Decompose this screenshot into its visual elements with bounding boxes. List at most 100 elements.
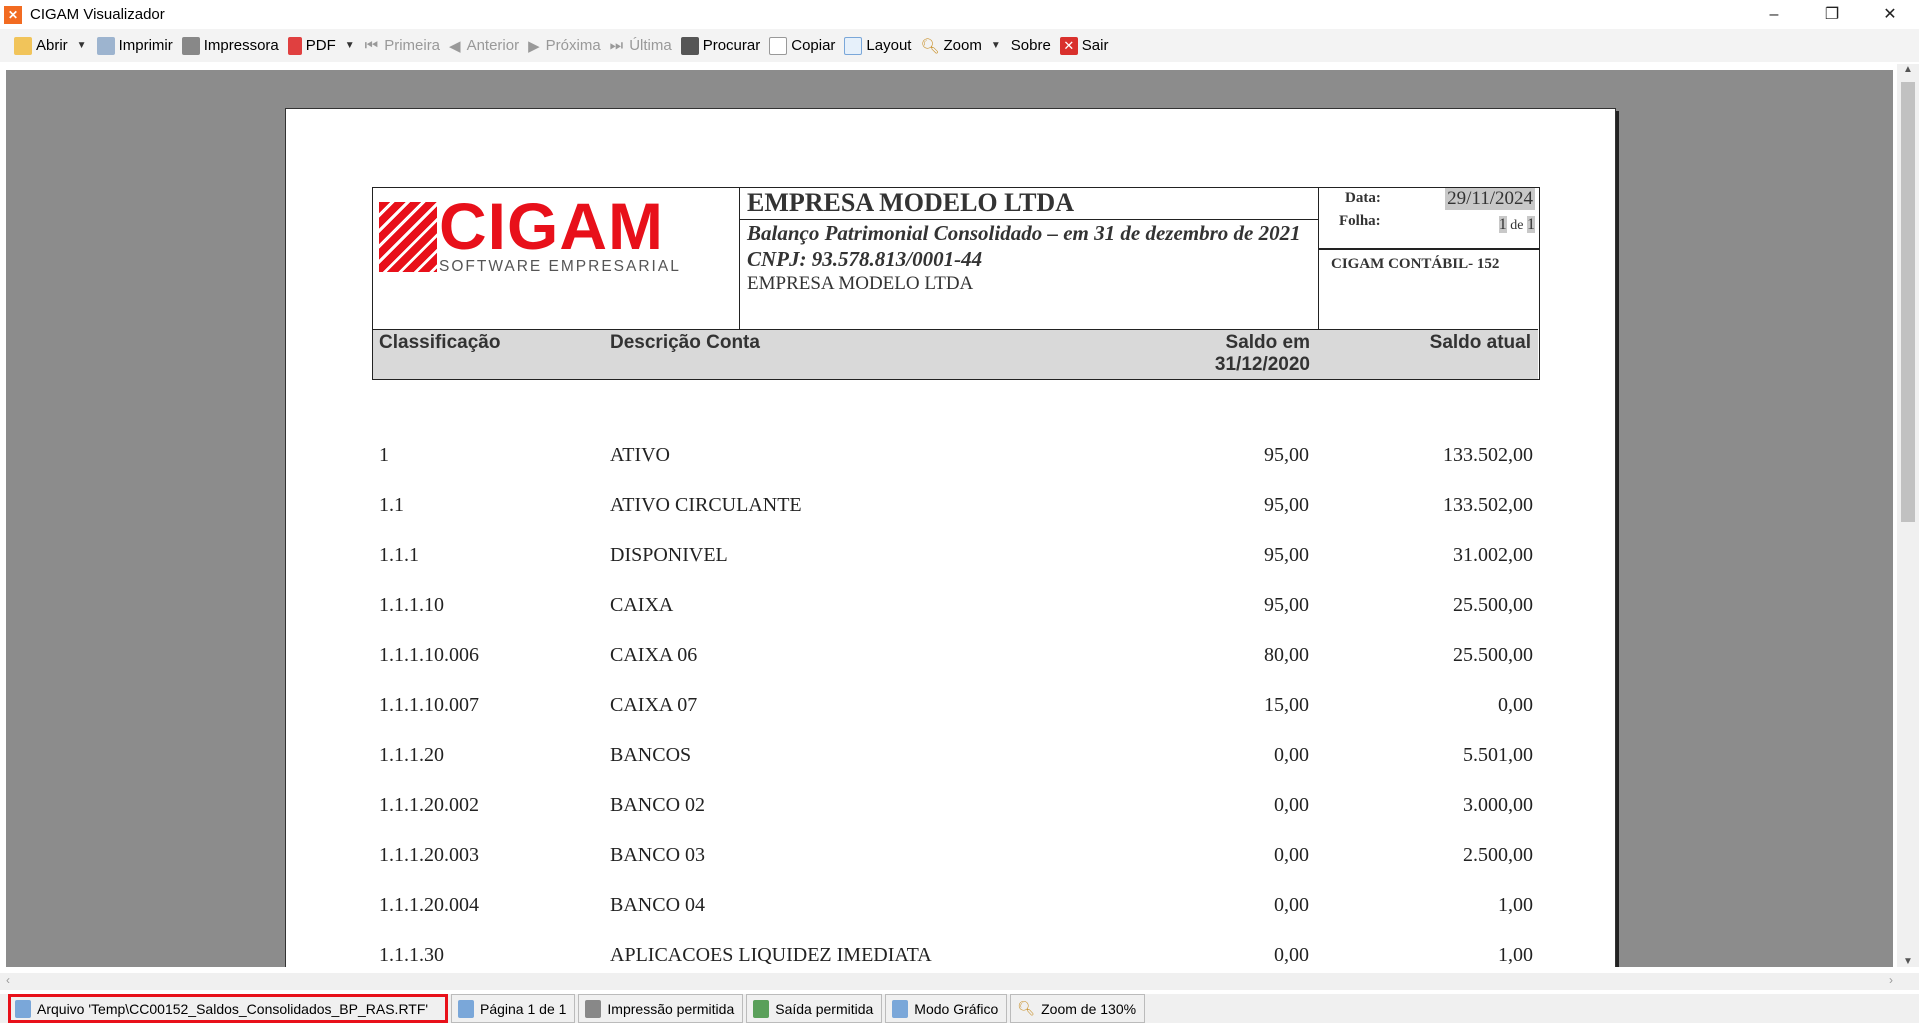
previous-page-button[interactable]: ◀ Anterior <box>449 37 519 55</box>
company-name-secondary: EMPRESA MODELO LTDA <box>747 273 974 294</box>
zoom-label: Zoom <box>943 37 982 54</box>
status-mode-text: Modo Gráfico <box>914 1000 999 1017</box>
row-saldo-atual: 25.500,00 <box>1453 594 1533 616</box>
last-label: Última <box>629 37 672 54</box>
copy-button[interactable]: Copiar <box>769 36 836 55</box>
table-row: 1.1.1.10.006 CAIXA 06 80,00 25.500,00 <box>286 644 1617 674</box>
row-saldo-atual: 133.502,00 <box>1443 444 1533 466</box>
row-classificacao: 1.1.1.20.003 <box>379 844 479 866</box>
logo-brand: CIGAM <box>439 189 664 263</box>
report-header: CIGAM SOFTWARE EMPRESARIAL EMPRESA MODEL… <box>372 187 1540 380</box>
pdf-button[interactable]: PDF <box>287 36 336 55</box>
first-page-icon: ⏮ <box>364 37 379 54</box>
sheet-page: 1 <box>1498 216 1507 233</box>
row-saldo-atual: 2.500,00 <box>1463 844 1533 866</box>
table-row: 1.1.1.20.002 BANCO 02 0,00 3.000,00 <box>286 794 1617 824</box>
row-classificacao: 1.1.1.20.002 <box>379 794 479 816</box>
vertical-scrollbar[interactable]: ▲ ▼ <box>1897 64 1919 967</box>
copy-label: Copiar <box>791 37 836 54</box>
zoom-button[interactable]: 🔍︎ Zoom <box>920 37 981 55</box>
minimize-button[interactable]: – <box>1769 6 1779 23</box>
next-icon: ▶ <box>528 37 540 55</box>
row-descricao: CAIXA <box>610 594 674 616</box>
row-saldo-atual: 133.502,00 <box>1443 494 1533 516</box>
row-saldo-atual: 0,00 <box>1498 694 1533 716</box>
title-bar: ✕ CIGAM Visualizador – ❐ ✕ <box>0 0 1919 29</box>
output-icon <box>753 999 770 1018</box>
toolbar: Abrir ▼ Imprimir Impressora PDF ▼ ⏮ Prime… <box>0 29 1919 62</box>
close-button[interactable]: ✕ <box>1883 6 1897 23</box>
window-title: CIGAM Visualizador <box>30 6 165 23</box>
logo-tagline: SOFTWARE EMPRESARIAL <box>439 258 681 275</box>
open-button[interactable]: Abrir <box>14 36 68 55</box>
printer-button[interactable]: Impressora <box>181 36 279 55</box>
previous-label: Anterior <box>466 37 520 54</box>
row-descricao: DISPONIVEL <box>610 544 728 566</box>
last-page-icon: ⏭ <box>609 37 624 54</box>
binoculars-icon <box>680 36 699 55</box>
row-descricao: APLICACOES LIQUIDEZ IMEDIATA <box>610 944 932 966</box>
row-saldo-atual: 1,00 <box>1498 894 1533 916</box>
file-icon <box>15 999 31 1018</box>
sheet-of: de <box>1510 218 1524 233</box>
search-button[interactable]: Procurar <box>680 36 760 55</box>
row-saldo-atual: 1,00 <box>1498 944 1533 966</box>
row-saldo-anterior: 80,00 <box>1264 644 1309 666</box>
restore-button[interactable]: ❐ <box>1824 6 1840 23</box>
row-saldo-anterior: 95,00 <box>1264 544 1309 566</box>
row-descricao: CAIXA 06 <box>610 644 698 666</box>
row-classificacao: 1.1.1.20.004 <box>379 894 479 916</box>
exit-button[interactable]: ✕ Sair <box>1059 36 1108 55</box>
magnifier-icon: 🔍︎ <box>920 37 940 55</box>
col-saldo-em-label: Saldo em <box>1225 332 1310 353</box>
layout-label: Layout <box>866 37 912 54</box>
row-saldo-anterior: 0,00 <box>1274 894 1309 916</box>
pdf-label: PDF <box>305 37 336 54</box>
row-classificacao: 1 <box>379 444 389 466</box>
row-saldo-anterior: 15,00 <box>1264 694 1309 716</box>
status-page: Página 1 de 1 <box>451 994 576 1023</box>
scroll-thumb[interactable] <box>1901 82 1915 522</box>
pdf-dropdown-icon[interactable]: ▼ <box>344 40 355 51</box>
col-saldo-atual: Saldo atual <box>1429 332 1531 353</box>
zoom-status-icon: 🔍︎ <box>1017 1000 1036 1016</box>
print-icon <box>96 36 115 55</box>
first-page-button[interactable]: ⏮ Primeira <box>365 37 440 54</box>
row-classificacao: 1.1.1.10.006 <box>379 644 479 666</box>
printer-status-icon <box>585 999 602 1018</box>
exit-icon: ✕ <box>1059 36 1078 55</box>
status-file: Arquivo 'Temp\CC00152_Saldos_Consolidado… <box>8 994 448 1023</box>
print-button[interactable]: Imprimir <box>96 36 173 55</box>
row-classificacao: 1.1 <box>379 494 404 516</box>
document-viewer[interactable]: CIGAM SOFTWARE EMPRESARIAL EMPRESA MODEL… <box>6 70 1893 967</box>
status-output: Saída permitida <box>746 994 883 1023</box>
report-info-block: Data: 29/11/2024 Folha: 1 de 1 CIGAM CON… <box>1319 188 1539 329</box>
open-label: Abrir <box>36 37 68 54</box>
about-button[interactable]: Sobre <box>1011 37 1051 54</box>
row-descricao: ATIVO CIRCULANTE <box>610 494 802 516</box>
open-dropdown-icon[interactable]: ▼ <box>76 40 87 51</box>
horizontal-scrollbar[interactable]: ‹ › <box>0 973 1919 990</box>
sheet-total: 1 <box>1527 216 1535 233</box>
row-saldo-anterior: 95,00 <box>1264 594 1309 616</box>
layout-button[interactable]: Layout <box>844 36 912 55</box>
row-saldo-anterior: 0,00 <box>1274 844 1309 866</box>
row-saldo-anterior: 95,00 <box>1264 494 1309 516</box>
next-page-button[interactable]: ▶ Próxima <box>528 37 601 55</box>
report-page: CIGAM SOFTWARE EMPRESARIAL EMPRESA MODEL… <box>285 108 1616 967</box>
status-file-text: Arquivo 'Temp\CC00152_Saldos_Consolidado… <box>37 1000 429 1017</box>
date-value: 29/11/2024 <box>1445 188 1535 210</box>
table-row: 1.1 ATIVO CIRCULANTE 95,00 133.502,00 <box>286 494 1617 524</box>
row-descricao: BANCO 04 <box>610 894 706 916</box>
previous-icon: ◀ <box>449 37 461 55</box>
report-title-block: EMPRESA MODELO LTDA Balanço Patrimonial … <box>740 188 1319 329</box>
status-print: Impressão permitida <box>578 994 744 1023</box>
about-label: Sobre <box>1010 37 1051 54</box>
printer-icon <box>181 36 200 55</box>
last-page-button[interactable]: ⏭ Última <box>610 37 672 54</box>
copy-icon <box>769 36 788 55</box>
zoom-dropdown-icon[interactable]: ▼ <box>990 40 1001 51</box>
row-classificacao: 1.1.1.10.007 <box>379 694 479 716</box>
row-saldo-anterior: 0,00 <box>1274 944 1309 966</box>
row-descricao: CAIXA 07 <box>610 694 698 716</box>
